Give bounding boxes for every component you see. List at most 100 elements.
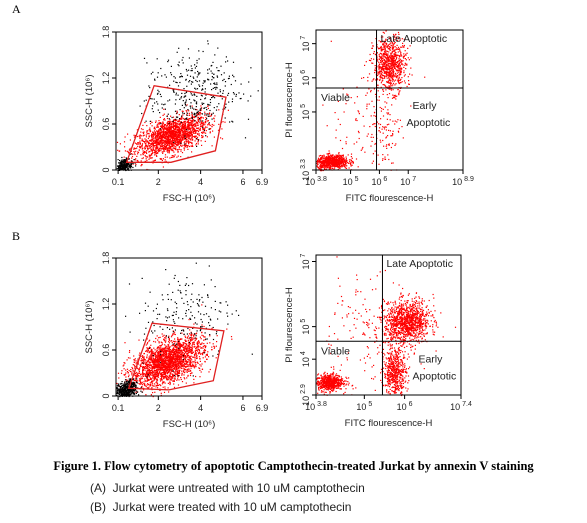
- event-point: [383, 70, 385, 72]
- event-point: [157, 140, 159, 142]
- event-point: [202, 125, 204, 127]
- event-point: [157, 134, 159, 137]
- event-point: [383, 42, 385, 44]
- event-point: [332, 165, 334, 167]
- event-point: [376, 56, 378, 58]
- event-point: [193, 116, 196, 118]
- event-point: [178, 139, 180, 141]
- event-point: [207, 40, 209, 42]
- event-point: [327, 156, 329, 158]
- event-point: [198, 356, 201, 358]
- event-point: [188, 125, 190, 127]
- event-point: [371, 47, 373, 49]
- event-point: [167, 356, 169, 358]
- event-point: [191, 105, 193, 107]
- event-point: [174, 110, 177, 112]
- event-point: [186, 104, 188, 106]
- event-point: [169, 143, 171, 145]
- event-point: [156, 370, 158, 372]
- event-point: [398, 48, 400, 50]
- event-point: [145, 142, 147, 144]
- event-point: [328, 161, 330, 163]
- event-point: [396, 64, 398, 66]
- event-point: [166, 353, 168, 355]
- event-point: [169, 127, 171, 129]
- event-point: [183, 133, 185, 135]
- event-point: [369, 53, 371, 56]
- event-point: [137, 151, 139, 153]
- event-point: [143, 134, 145, 136]
- event-point: [140, 128, 143, 130]
- event-point: [203, 132, 205, 134]
- event-point: [165, 355, 167, 357]
- event-point: [384, 126, 386, 128]
- event-point: [335, 137, 337, 139]
- event-point: [116, 167, 118, 170]
- event-point: [125, 159, 128, 161]
- event-point: [340, 162, 342, 164]
- event-point: [200, 98, 202, 101]
- event-point: [392, 77, 394, 79]
- event-point: [188, 140, 190, 143]
- event-point: [173, 125, 175, 127]
- event-point: [156, 143, 158, 145]
- event-point: [356, 119, 358, 122]
- event-point: [329, 156, 331, 158]
- event-point: [193, 99, 195, 101]
- event-point: [394, 84, 396, 86]
- event-point: [161, 147, 163, 149]
- event-point: [346, 136, 348, 138]
- event-point: [187, 132, 189, 135]
- event-point: [380, 141, 382, 143]
- event-point: [394, 94, 396, 96]
- event-point: [152, 149, 154, 151]
- event-point: [323, 166, 325, 168]
- event-point: [370, 60, 372, 62]
- event-point: [146, 140, 148, 142]
- event-point: [154, 133, 156, 135]
- event-point: [149, 87, 151, 89]
- event-point: [175, 118, 177, 120]
- event-point: [196, 361, 198, 363]
- event-point: [137, 143, 139, 145]
- event-point: [389, 74, 392, 76]
- event-point: [401, 77, 403, 79]
- event-point: [165, 141, 167, 143]
- event-point: [165, 131, 167, 133]
- event-point: [207, 72, 209, 74]
- event-point: [155, 153, 157, 155]
- event-point: [378, 99, 380, 101]
- event-point: [342, 159, 345, 161]
- event-point: [164, 147, 166, 149]
- event-point: [125, 165, 127, 167]
- event-point: [170, 134, 172, 136]
- event-point: [124, 167, 127, 169]
- event-point: [165, 135, 167, 137]
- event-point: [180, 137, 183, 139]
- event-point: [183, 132, 185, 134]
- event-point: [385, 38, 387, 40]
- event-point: [202, 125, 204, 127]
- event-point: [147, 366, 149, 368]
- event-point: [171, 376, 173, 378]
- event-point: [327, 166, 329, 168]
- event-point: [394, 41, 396, 44]
- event-point: [200, 365, 202, 367]
- event-point: [402, 60, 404, 62]
- event-point: [150, 361, 152, 363]
- event-point: [329, 167, 331, 169]
- event-point: [180, 132, 182, 134]
- event-point: [394, 97, 396, 99]
- event-point: [403, 75, 405, 77]
- event-point: [175, 130, 177, 133]
- event-point: [143, 151, 145, 153]
- event-point: [398, 58, 400, 60]
- event-point: [205, 135, 207, 137]
- event-point: [139, 375, 141, 377]
- event-point: [225, 103, 227, 105]
- event-point: [166, 136, 168, 138]
- y-tick-label: 10 3.3: [300, 159, 311, 181]
- event-point: [388, 73, 390, 75]
- event-point: [339, 160, 341, 162]
- event-point: [199, 346, 201, 348]
